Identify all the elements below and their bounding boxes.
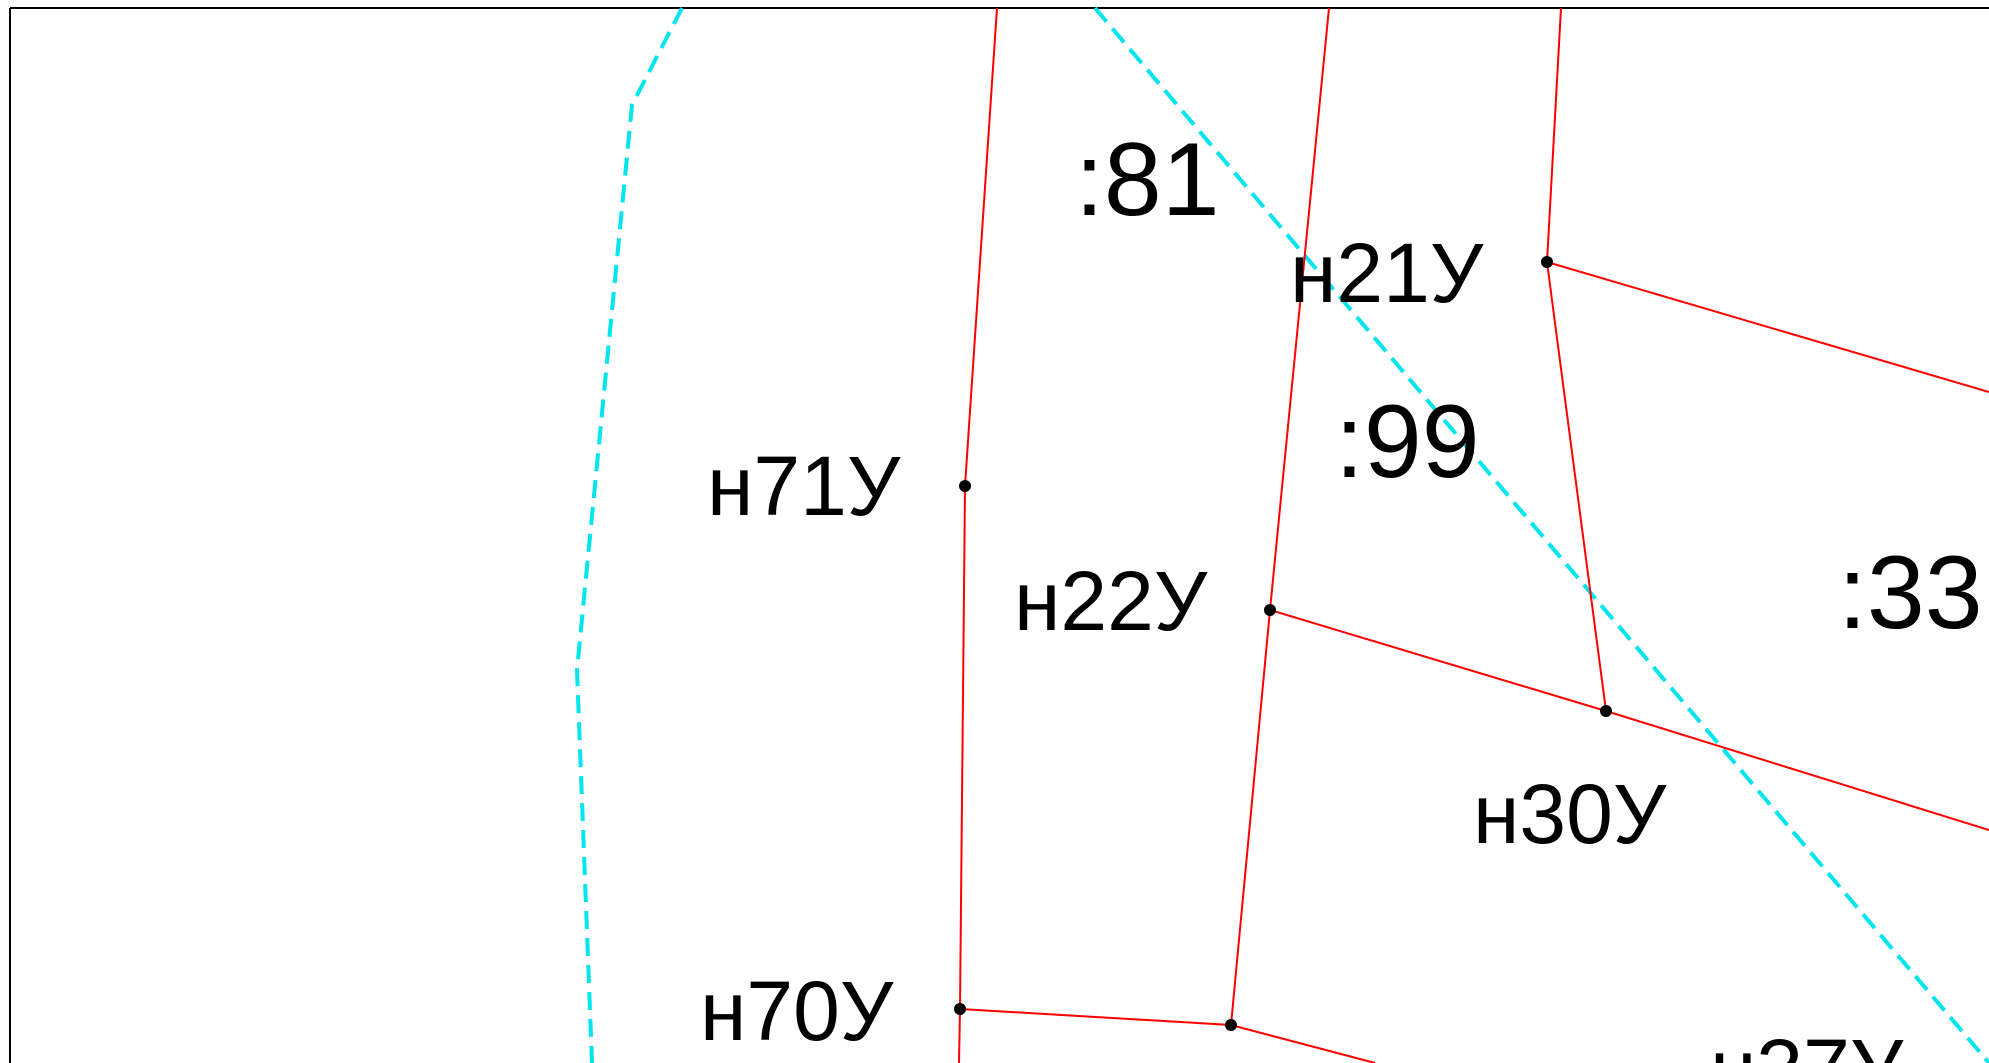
vertex-n22: [1264, 604, 1276, 616]
point-label-n21: н21У: [1290, 226, 1484, 320]
zone-boundary-left: [574, 7, 684, 1063]
parcel-label-33: :33: [1838, 535, 1983, 651]
parcel-boundary-east: [1545, 7, 1607, 712]
parcel-boundary-west: [958, 7, 998, 1063]
point-label-n30: н30У: [1473, 767, 1667, 861]
vertex-n21: [1541, 256, 1553, 268]
zone-boundary-diagonal: [1093, 6, 1989, 1063]
vertex-n22-south: [1225, 1019, 1237, 1031]
parcel-boundary-upper-right: [1546, 261, 1989, 393]
parcel-boundary-middle: [1230, 7, 1330, 1026]
parcel-label-81: :81: [1075, 122, 1220, 238]
vertex-n71: [959, 480, 971, 492]
parcel-boundary-south: [959, 1008, 1376, 1063]
vertex-n70: [954, 1003, 966, 1015]
parcel-label-99: :99: [1335, 384, 1480, 500]
vertex-n30: [1600, 705, 1612, 717]
point-label-n22: н22У: [1014, 554, 1208, 648]
point-label-n71: н71У: [707, 439, 901, 533]
point-label-n37: н37У: [1710, 1022, 1904, 1063]
point-label-n70: н70У: [700, 964, 894, 1058]
